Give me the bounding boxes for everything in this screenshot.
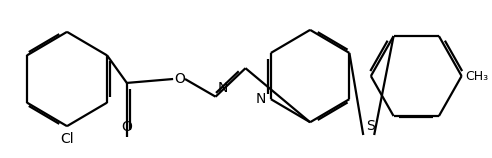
Text: Cl: Cl <box>60 132 74 146</box>
Text: O: O <box>175 72 185 86</box>
Text: O: O <box>122 120 132 134</box>
Text: S: S <box>366 119 375 133</box>
Text: CH₃: CH₃ <box>465 70 489 82</box>
Text: N: N <box>256 92 266 106</box>
Text: N: N <box>218 81 228 95</box>
